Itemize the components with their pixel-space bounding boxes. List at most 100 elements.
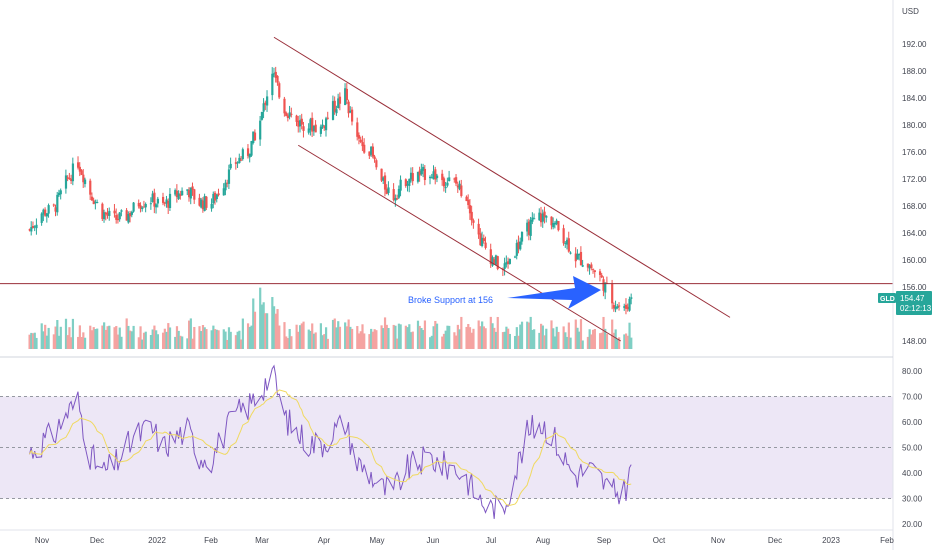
candle-body [481, 237, 484, 247]
symbol-badge-bg [878, 293, 896, 303]
volume-bar [144, 331, 147, 349]
candle-body [33, 226, 36, 228]
volume-bar [382, 328, 385, 349]
candle-body [541, 213, 544, 222]
candle-body [125, 210, 128, 221]
candle-body [203, 196, 206, 211]
volume-bar [312, 333, 316, 349]
price-axis-ticks: 192.00 188.00 184.00 180.00 176.00 172.00 168.… [902, 40, 927, 346]
volume-bar [370, 328, 373, 349]
candle-body [344, 88, 347, 106]
volume-bar [56, 320, 59, 349]
volume-bar [533, 329, 536, 349]
volume-bar [526, 321, 529, 349]
volume-bar [161, 332, 165, 349]
volume-bar [35, 337, 38, 349]
rsi-tick-label: 20.00 [902, 520, 923, 529]
candle-body [96, 202, 99, 204]
candle-body [241, 149, 244, 160]
y-tick-label: 156.00 [902, 283, 927, 292]
volume-bar [335, 327, 338, 349]
arrow-shape [507, 276, 601, 309]
candle-body [616, 306, 619, 308]
volume-bar [375, 330, 378, 349]
volume-bar [246, 323, 250, 349]
volume-bar [116, 334, 120, 349]
volume-bar [83, 337, 87, 349]
volume-bar [214, 329, 217, 349]
candle-body [108, 210, 111, 217]
x-tick-label: Nov [35, 536, 49, 545]
candle-body [286, 115, 290, 118]
candle-body [396, 198, 399, 200]
candle-body [371, 146, 375, 157]
volume-bar [569, 337, 572, 349]
candle-body [578, 253, 581, 256]
candle-body [382, 177, 385, 181]
candle-body [300, 118, 303, 125]
volume-bar [274, 313, 277, 349]
channel-upper-line [273, 36, 731, 318]
candle-body [618, 305, 621, 307]
volume-bar [345, 326, 348, 349]
candle-body [168, 193, 172, 208]
candle-body [409, 172, 413, 180]
volume-bar [127, 325, 130, 349]
x-tick-label: Apr [318, 536, 331, 545]
candle-body [611, 283, 614, 304]
candle-body [406, 184, 409, 186]
candle-body [588, 265, 591, 269]
volume-bar [40, 323, 43, 349]
volume-bar [205, 329, 208, 349]
candle-body [465, 196, 468, 202]
symbol-badge: GLD [880, 296, 895, 303]
candle-body [533, 218, 536, 220]
volume-bar [141, 339, 144, 349]
volume-bar [90, 330, 94, 349]
volume-bar [130, 331, 133, 349]
candle-body [513, 256, 517, 258]
candle-body [368, 151, 371, 156]
candle-body [295, 115, 298, 122]
candle-body [274, 71, 277, 78]
candle-body [520, 231, 524, 242]
volume-bar [200, 331, 203, 349]
volume-bar [387, 327, 390, 349]
candle-body [181, 190, 184, 196]
candle-body [612, 305, 616, 309]
candle-body [52, 204, 55, 206]
last-price-badge[interactable]: GLD 154.47 02:12:13 [878, 291, 932, 315]
volume-bar [59, 326, 62, 349]
volume-bar [324, 327, 328, 349]
volume-bar [311, 323, 314, 349]
candle-body [363, 144, 366, 153]
candle-body [252, 131, 255, 143]
candle-body [553, 222, 557, 225]
candle-body [200, 199, 203, 208]
volume-bar [380, 325, 383, 349]
candle-body [356, 122, 359, 137]
candle-body [201, 200, 205, 210]
candle-body [434, 169, 437, 180]
candle-body [333, 100, 336, 112]
volume-bar [70, 337, 73, 349]
volume-bar [217, 330, 220, 349]
candle-body [90, 196, 94, 201]
candle-body [179, 194, 182, 196]
volume-bar [612, 332, 616, 349]
candle-body [104, 212, 107, 215]
candle-body [240, 159, 243, 161]
candle-body [309, 119, 312, 131]
candle-body [278, 83, 281, 98]
candle-body [130, 211, 133, 215]
candle-body [198, 197, 201, 206]
volume-bar [579, 319, 583, 349]
candle-body [264, 102, 267, 105]
candle-body [80, 170, 83, 175]
volume-bar [397, 323, 401, 349]
volume-bar [240, 339, 243, 349]
candle-body [89, 180, 92, 195]
candle-body [552, 223, 555, 228]
